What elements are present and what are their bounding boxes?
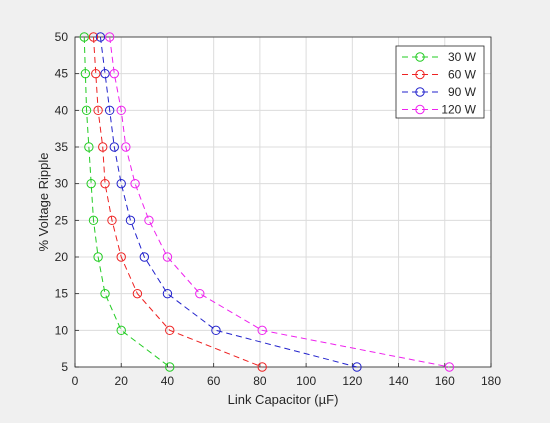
legend-marker-60w bbox=[415, 69, 425, 80]
series-line-30w bbox=[83, 36, 171, 368]
series-30w bbox=[79, 32, 175, 372]
data-point-90w bbox=[211, 325, 221, 336]
data-point-30w bbox=[88, 215, 99, 226]
data-point-90w bbox=[109, 142, 119, 152]
x-tick-label: 20 bbox=[115, 374, 129, 388]
data-point-60w bbox=[91, 68, 101, 79]
legend-label-30w: 30 W bbox=[448, 50, 477, 64]
data-point-60w bbox=[107, 215, 117, 226]
legend-box bbox=[395, 45, 485, 119]
data-point-120w bbox=[121, 142, 131, 152]
series-120w bbox=[104, 32, 455, 372]
x-tick-label: 80 bbox=[253, 374, 267, 388]
x-tick-label: 180 bbox=[481, 374, 501, 388]
data-point-120w bbox=[144, 215, 154, 226]
series-90w bbox=[95, 32, 362, 372]
data-point-90w bbox=[125, 215, 136, 226]
legend-label-120w: 120 W bbox=[441, 103, 476, 117]
y-tick-label: 25 bbox=[55, 213, 69, 227]
data-point-30w bbox=[84, 142, 94, 152]
data-point-60w bbox=[88, 32, 99, 42]
legend-label-90w: 90 W bbox=[448, 85, 477, 99]
series-layer bbox=[79, 32, 455, 372]
legend: 30 W 60 W 90 W 120 W bbox=[395, 45, 485, 119]
data-point-60w bbox=[98, 142, 108, 152]
data-point-30w bbox=[93, 252, 103, 262]
legend-marker-30w bbox=[415, 52, 425, 62]
y-tick-label: 50 bbox=[55, 30, 69, 44]
legend-marker-120w bbox=[415, 104, 425, 115]
legend-label-60w: 60 W bbox=[448, 68, 477, 82]
data-point-90w bbox=[116, 178, 126, 189]
data-point-120w bbox=[444, 362, 455, 372]
data-point-30w bbox=[165, 362, 175, 372]
series-line-90w bbox=[99, 36, 358, 368]
data-point-120w bbox=[162, 252, 173, 262]
y-tick-label: 15 bbox=[55, 287, 69, 301]
data-point-90w bbox=[104, 105, 115, 116]
x-tick-label: 100 bbox=[296, 374, 316, 388]
plot-border bbox=[74, 36, 492, 368]
data-point-90w bbox=[100, 68, 110, 79]
data-point-60w bbox=[132, 288, 143, 299]
x-axis-label: Link Capacitor (µF) bbox=[228, 392, 339, 407]
y-tick-label: 5 bbox=[61, 360, 68, 374]
x-tick-label: 140 bbox=[389, 374, 409, 388]
x-tick-label: 40 bbox=[161, 374, 175, 388]
data-point-60w bbox=[257, 362, 267, 372]
legend-marker-90w bbox=[415, 87, 425, 97]
data-point-30w bbox=[80, 68, 91, 79]
y-tick-label: 20 bbox=[55, 250, 69, 264]
data-point-30w bbox=[86, 178, 96, 189]
data-point-90w bbox=[139, 252, 150, 262]
x-tick-label: 60 bbox=[207, 374, 221, 388]
legend-entry-120w: 120 W bbox=[402, 103, 477, 117]
legend-entry-90w: 90 W bbox=[402, 85, 477, 99]
data-point-60w bbox=[93, 105, 103, 116]
data-point-30w bbox=[81, 105, 92, 116]
data-point-60w bbox=[116, 252, 126, 262]
data-point-30w bbox=[79, 32, 89, 42]
legend-entry-30w: 30 W bbox=[402, 50, 477, 64]
data-point-120w bbox=[257, 325, 267, 336]
data-point-30w bbox=[100, 288, 110, 299]
y-axis-ticks: 5 10 15 20 25 30 35 40 45 50 bbox=[55, 30, 79, 374]
x-axis-ticks: 0 20 40 60 80 100 120 140 160 180 bbox=[72, 363, 501, 388]
y-tick-label: 40 bbox=[55, 103, 69, 117]
y-tick-label: 30 bbox=[55, 177, 69, 191]
data-point-120w bbox=[130, 178, 140, 189]
data-point-30w bbox=[116, 325, 126, 336]
series-line-60w bbox=[92, 36, 263, 368]
x-tick-label: 0 bbox=[72, 374, 79, 388]
data-point-120w bbox=[109, 68, 119, 79]
x-tick-label: 160 bbox=[435, 374, 455, 388]
data-point-60w bbox=[165, 325, 175, 336]
legend-entry-60w: 60 W bbox=[402, 68, 477, 82]
data-point-120w bbox=[104, 32, 115, 42]
x-tick-label: 120 bbox=[342, 374, 362, 388]
series-60w bbox=[88, 32, 267, 372]
data-point-60w bbox=[100, 178, 110, 189]
data-point-120w bbox=[116, 105, 126, 116]
data-point-90w bbox=[95, 32, 106, 42]
data-point-120w bbox=[195, 288, 205, 299]
y-axis-label: % Voltage Ripple bbox=[36, 152, 51, 251]
y-tick-label: 10 bbox=[55, 323, 69, 337]
data-point-90w bbox=[162, 288, 173, 299]
y-tick-label: 35 bbox=[55, 140, 69, 154]
data-point-90w bbox=[352, 362, 362, 372]
y-tick-label: 45 bbox=[55, 67, 69, 81]
series-line-120w bbox=[109, 36, 450, 368]
